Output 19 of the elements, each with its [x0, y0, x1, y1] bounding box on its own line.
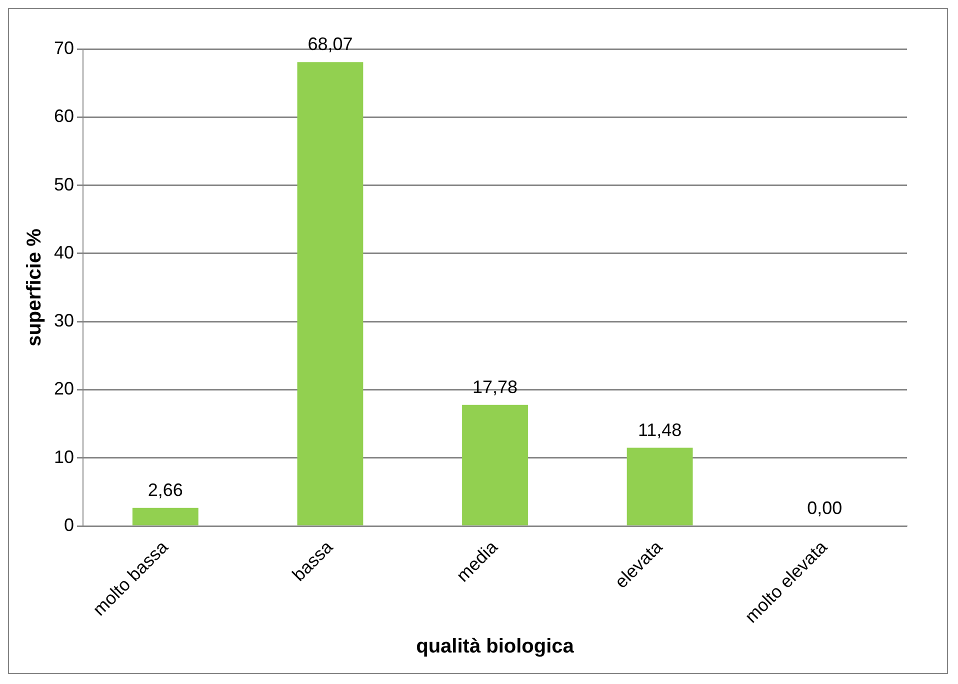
y-tick-label: 50 [54, 174, 74, 194]
y-tick-label: 10 [54, 446, 74, 467]
bar [132, 508, 198, 526]
data-label: 2,66 [148, 480, 183, 500]
y-tick-label: 0 [64, 514, 74, 535]
y-axis-title: superficie % [24, 228, 46, 346]
y-tick-label: 20 [54, 378, 74, 399]
bar [297, 62, 364, 526]
y-tick-label: 30 [54, 310, 74, 331]
bar [462, 404, 528, 526]
data-label: 17,78 [472, 376, 518, 397]
data-label: 11,48 [638, 420, 682, 440]
x-axis-title: qualità biologica [416, 636, 575, 658]
y-tick-label: 70 [54, 38, 74, 58]
data-label: 68,07 [308, 34, 353, 54]
y-tick-label: 60 [54, 106, 74, 126]
data-label: 0,00 [807, 498, 842, 518]
bar [626, 448, 693, 526]
y-tick-label: 40 [54, 242, 74, 262]
